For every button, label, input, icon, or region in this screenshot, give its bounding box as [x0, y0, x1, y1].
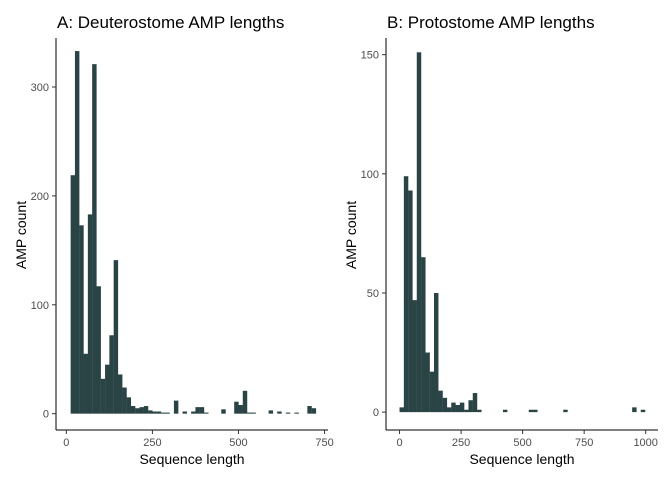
panel-a-bar [113, 260, 119, 414]
panel-b-x-tick-label: 750 [575, 437, 593, 449]
panel-b-bar [455, 404, 460, 413]
panel-a-bar [87, 214, 93, 414]
panel-b-bar [399, 407, 404, 413]
panel-a-title: A: Deuterostome AMP lengths [57, 13, 284, 32]
panel-a-bar [285, 412, 291, 414]
panel-b-x-tick-label: 250 [452, 437, 470, 449]
panel-a-bar [251, 412, 256, 414]
panel-a-ticks: 0 100 200 300 0 250 500 750 [31, 82, 334, 449]
panel-a-bar [173, 400, 179, 414]
panel-b-bar [412, 300, 417, 413]
panel-a-x-axis-title: Sequence length [139, 451, 244, 467]
panel-a-y-tick-label: 200 [31, 191, 49, 203]
panel-a-bar [126, 397, 132, 414]
panel-b-bar [408, 190, 413, 413]
panel-a-bar [96, 286, 101, 414]
panel-b-bar [563, 409, 568, 413]
panel-b-bar [528, 409, 534, 413]
panel-a-bar [74, 51, 80, 414]
panel-a-bar [247, 412, 252, 414]
panel-a: A: Deuterostome AMP lengths Sequence len… [13, 13, 334, 467]
panel-b-bar [438, 390, 443, 413]
panel-b-bar [451, 402, 456, 413]
panel-a-bar [191, 411, 196, 414]
panel-a-bar [199, 407, 205, 414]
panel-b-bar [472, 393, 478, 413]
panel-b-bar [434, 292, 439, 413]
panel-b: B: Protostome AMP lengths Sequence lengt… [343, 13, 658, 467]
panel-b-bars [399, 52, 646, 413]
panel-b-bar [403, 176, 409, 413]
panel-b-bar [446, 407, 452, 413]
panel-a-bar [156, 411, 162, 414]
panel-a-bar [277, 411, 282, 414]
panel-a-y-tick-label: 100 [31, 300, 49, 312]
panel-b-y-tick-label: 150 [361, 50, 379, 62]
panel-a-bar [182, 411, 187, 414]
panel-b-y-tick-label: 0 [373, 407, 379, 419]
panel-b-bar [442, 397, 448, 413]
panel-a-bar [307, 406, 312, 414]
panel-a-bar [100, 378, 106, 414]
panel-b-bar [421, 257, 426, 413]
panel-a-bar [122, 387, 127, 414]
panel-a-bar [152, 411, 157, 414]
panel-a-bar [294, 412, 299, 414]
panel-b-x-tick-label: 1000 [633, 437, 657, 449]
panel-a-bar [238, 404, 243, 414]
panel-a-x-tick-label: 0 [63, 437, 69, 449]
panel-b-y-axis-title: AMP count [343, 201, 359, 269]
panel-b-ticks: 0 50 100 150 0 250 500 750 1000 [361, 50, 658, 449]
panel-a-bar [234, 401, 239, 414]
panel-b-y-tick-label: 100 [361, 169, 379, 181]
panel-a-bar [165, 412, 170, 414]
panel-b-x-tick-label: 500 [513, 437, 531, 449]
panel-a-bar [143, 406, 149, 414]
panel-a-bar [221, 409, 226, 414]
panel-a-y-axis-title: AMP count [13, 201, 29, 269]
panel-b-bar [632, 407, 637, 413]
panel-a-bar [83, 353, 88, 414]
panel-b-bar [416, 52, 422, 413]
panel-a-bar [105, 364, 110, 414]
panel-a-bar [161, 412, 166, 414]
panel-a-bar [242, 390, 248, 414]
panel-a-bar [195, 407, 200, 414]
panel-b-x-axis-title: Sequence length [469, 451, 574, 467]
panel-b-bar [425, 352, 430, 413]
panel-a-bar [130, 406, 136, 414]
panel-a-bar [109, 335, 114, 414]
panel-a-bar [139, 407, 144, 414]
panel-b-bar [459, 402, 465, 413]
panel-a-x-tick-label: 250 [143, 437, 161, 449]
panel-a-bar [148, 410, 153, 414]
panel-b-y-tick-label: 50 [367, 288, 379, 300]
panel-a-y-tick-label: 0 [43, 409, 49, 421]
panel-b-bar [464, 409, 469, 413]
panel-b-bar [477, 409, 482, 413]
panel-b-bar [468, 400, 473, 413]
panel-a-bar [70, 175, 76, 414]
panel-a-x-tick-label: 750 [315, 437, 333, 449]
panel-a-bar [311, 408, 317, 414]
panel-a-y-tick-label: 300 [31, 82, 49, 94]
panel-a-bar [268, 410, 274, 414]
panel-a-bar [92, 64, 97, 414]
panel-b-title: B: Protostome AMP lengths [387, 13, 595, 32]
panel-a-bar [135, 408, 140, 414]
panel-b-x-tick-label: 0 [396, 437, 402, 449]
panel-b-bar [429, 371, 435, 413]
panel-a-bar [204, 412, 209, 414]
panel-b-bar [640, 409, 646, 413]
panel-b-bar [533, 409, 538, 413]
panel-a-bar [117, 374, 123, 414]
panel-a-bar [79, 225, 84, 414]
panel-b-bar [502, 409, 508, 413]
panel-a-bars [70, 51, 317, 414]
panel-a-x-tick-label: 500 [229, 437, 247, 449]
